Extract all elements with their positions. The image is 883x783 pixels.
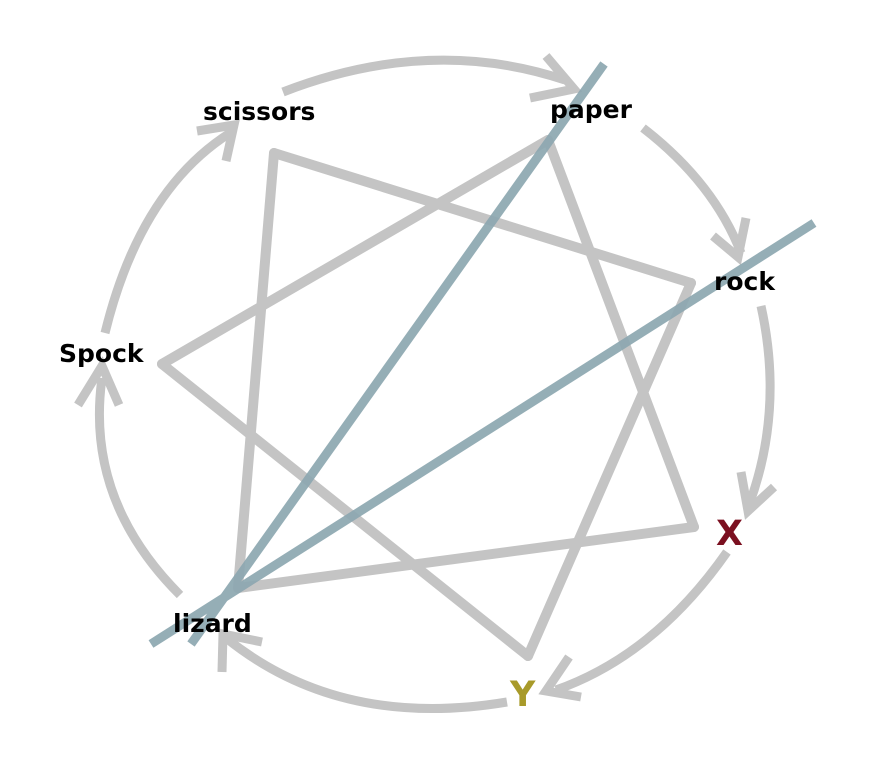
- label-scissors: scissors: [203, 97, 315, 126]
- arc-paper-rock: [640, 124, 746, 255]
- label-rock: rock: [714, 267, 776, 296]
- highlight-line-lizard-paper: [187, 61, 608, 647]
- label-paper: paper: [550, 95, 633, 124]
- label-lizard: lizard: [173, 609, 252, 638]
- label-y: Y: [509, 675, 536, 715]
- arrowhead-spock: [74, 356, 124, 408]
- highlight-line-lizard-rock: [148, 219, 817, 648]
- arrowhead-y: [538, 654, 582, 702]
- star-edge-spock-paper: [157, 135, 553, 369]
- arc-spock-scissors: [100, 129, 233, 335]
- arc-y-lizard: [223, 634, 508, 714]
- cycle-arcs: [74, 53, 778, 714]
- star-edge-lizard-scissors: [233, 148, 279, 593]
- star-edges: [157, 135, 699, 661]
- arrowhead-scissors: [196, 119, 240, 162]
- arc-rock-x: [744, 305, 775, 507]
- arrowhead-paper: [529, 53, 583, 103]
- arc-lizard-spock: [95, 377, 184, 599]
- star-edge-paper-x: [543, 135, 699, 532]
- star-edge-x-lizard: [233, 522, 699, 593]
- highlight-lines: [148, 61, 817, 648]
- arrowhead-lizard: [217, 628, 263, 673]
- star-edge-y-spock: [157, 359, 533, 661]
- arc-scissors-paper: [281, 55, 567, 97]
- arc-x-y: [554, 549, 731, 695]
- label-spock: Spock: [59, 339, 145, 368]
- label-x: X: [716, 514, 743, 554]
- star-edge-rock-y: [523, 278, 696, 661]
- star-edge-scissors-rock: [269, 148, 696, 288]
- arrowhead-rock: [710, 217, 751, 266]
- arrowhead-x: [736, 471, 778, 520]
- node-labels: scissors paper rock Spock lizard X Y: [59, 95, 776, 715]
